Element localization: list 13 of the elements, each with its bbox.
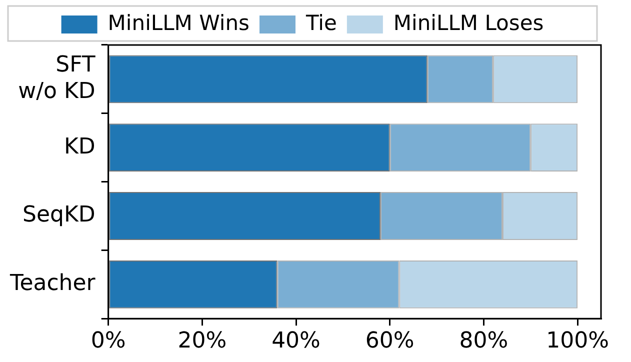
legend-label: MiniLLM Loses — [393, 10, 544, 35]
x-tick-label: 100% — [546, 328, 609, 354]
x-tick-label: 40% — [272, 328, 320, 354]
y-tick-label: SeqKD — [22, 202, 96, 228]
legend-label: Tie — [304, 10, 337, 35]
x-tick-label: 60% — [365, 328, 414, 354]
legend-label: MiniLLM Wins — [108, 10, 250, 35]
y-tick-label: KD — [64, 134, 96, 160]
y-tick-label: SFT w/o KD — [18, 52, 96, 104]
x-tick-label: 20% — [178, 328, 227, 354]
y-tick-label: Teacher — [8, 271, 96, 296]
x-tick-label: 0% — [90, 328, 126, 354]
x-tick-label: 80% — [459, 328, 508, 354]
